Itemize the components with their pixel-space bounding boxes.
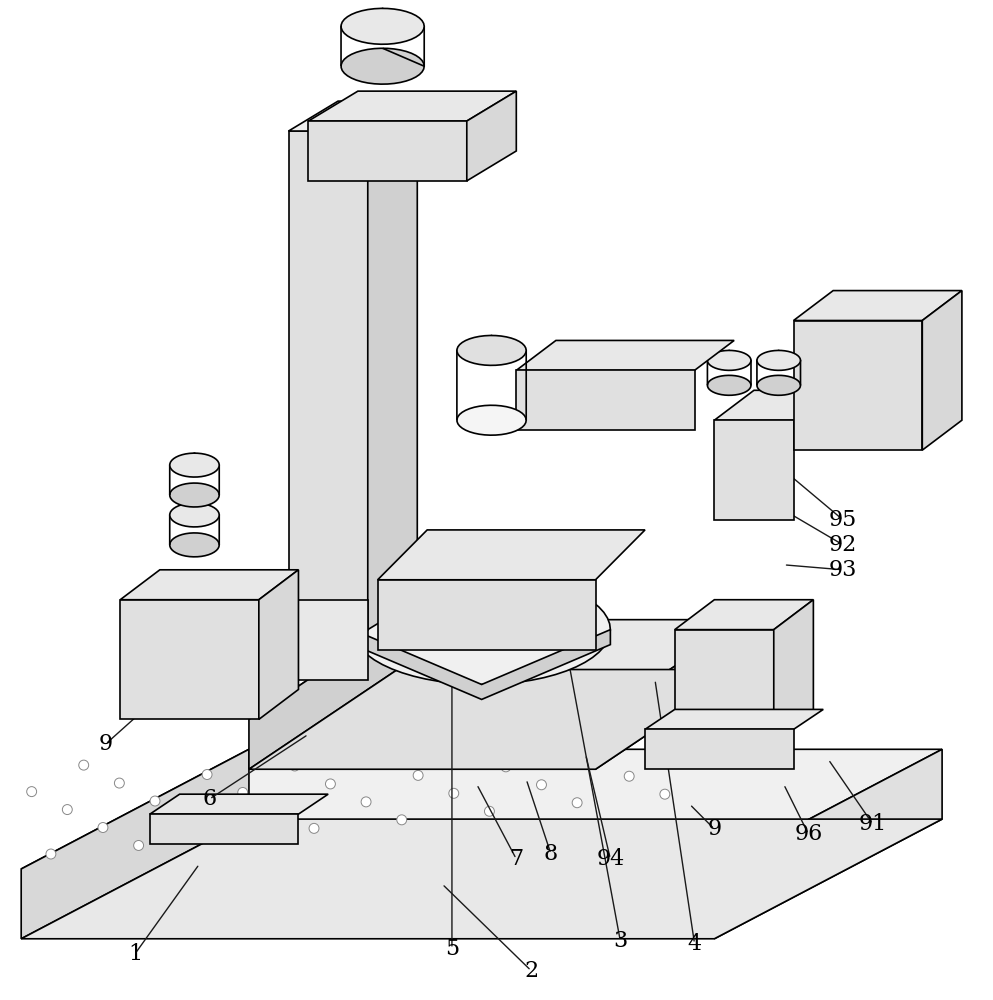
Text: 93: 93 — [829, 559, 857, 581]
Text: 7: 7 — [509, 848, 523, 870]
Polygon shape — [516, 340, 734, 370]
Text: 2: 2 — [524, 960, 538, 982]
Polygon shape — [342, 8, 424, 44]
Circle shape — [186, 814, 196, 824]
Circle shape — [660, 789, 670, 799]
Text: 91: 91 — [859, 813, 887, 835]
Text: 8: 8 — [544, 843, 558, 865]
Polygon shape — [309, 121, 467, 181]
Polygon shape — [674, 600, 813, 630]
Polygon shape — [367, 101, 417, 630]
Polygon shape — [707, 350, 751, 370]
Circle shape — [485, 806, 495, 816]
Circle shape — [203, 770, 213, 780]
Circle shape — [221, 832, 231, 842]
Polygon shape — [757, 375, 800, 395]
Polygon shape — [170, 533, 219, 557]
Polygon shape — [170, 453, 219, 477]
Polygon shape — [922, 291, 962, 450]
Polygon shape — [170, 483, 219, 507]
Circle shape — [78, 760, 88, 770]
Polygon shape — [457, 335, 526, 365]
Polygon shape — [249, 620, 397, 769]
Polygon shape — [714, 390, 833, 420]
Circle shape — [98, 823, 108, 833]
Circle shape — [63, 805, 72, 815]
Polygon shape — [467, 91, 516, 181]
Circle shape — [27, 787, 37, 797]
Polygon shape — [120, 570, 299, 600]
Polygon shape — [259, 570, 299, 719]
Circle shape — [625, 771, 635, 781]
Circle shape — [46, 849, 56, 859]
Text: 4: 4 — [687, 933, 702, 955]
Polygon shape — [457, 405, 526, 435]
Polygon shape — [120, 600, 259, 719]
Polygon shape — [150, 794, 328, 814]
Text: 6: 6 — [203, 788, 216, 810]
Text: 3: 3 — [613, 930, 628, 952]
Circle shape — [309, 823, 319, 833]
Polygon shape — [150, 814, 299, 844]
Circle shape — [536, 780, 546, 790]
Polygon shape — [289, 101, 417, 131]
Text: 96: 96 — [794, 823, 822, 845]
Polygon shape — [289, 600, 367, 680]
Polygon shape — [645, 729, 793, 769]
Polygon shape — [354, 575, 611, 684]
Text: 95: 95 — [829, 509, 857, 531]
Polygon shape — [342, 48, 424, 84]
Polygon shape — [249, 670, 744, 769]
Text: 5: 5 — [445, 938, 459, 960]
Circle shape — [449, 788, 459, 798]
Polygon shape — [714, 420, 793, 520]
Circle shape — [361, 797, 371, 807]
Polygon shape — [793, 291, 962, 320]
Circle shape — [500, 762, 510, 772]
Polygon shape — [377, 530, 645, 580]
Circle shape — [150, 796, 160, 806]
Polygon shape — [757, 350, 800, 370]
Circle shape — [290, 761, 300, 771]
Polygon shape — [21, 749, 249, 939]
Text: 1: 1 — [128, 943, 142, 965]
Circle shape — [114, 778, 124, 788]
Polygon shape — [170, 503, 219, 527]
Circle shape — [572, 798, 582, 808]
Text: 9: 9 — [707, 818, 721, 840]
Polygon shape — [674, 630, 774, 739]
Polygon shape — [249, 620, 744, 719]
Polygon shape — [793, 320, 922, 450]
Polygon shape — [707, 375, 751, 395]
Circle shape — [397, 815, 407, 825]
Polygon shape — [596, 620, 744, 769]
Circle shape — [413, 770, 423, 780]
Polygon shape — [353, 630, 611, 699]
Circle shape — [134, 840, 144, 850]
Polygon shape — [309, 91, 516, 121]
Text: 94: 94 — [596, 848, 625, 870]
Polygon shape — [21, 749, 942, 869]
Circle shape — [237, 787, 247, 797]
Text: 92: 92 — [829, 534, 857, 556]
Polygon shape — [21, 819, 942, 939]
Circle shape — [326, 779, 336, 789]
Polygon shape — [377, 580, 596, 650]
Polygon shape — [645, 709, 823, 729]
Polygon shape — [774, 600, 813, 739]
Circle shape — [273, 805, 283, 815]
Polygon shape — [289, 131, 367, 630]
Polygon shape — [516, 370, 694, 430]
Text: 9: 9 — [98, 733, 112, 755]
Polygon shape — [714, 749, 942, 939]
